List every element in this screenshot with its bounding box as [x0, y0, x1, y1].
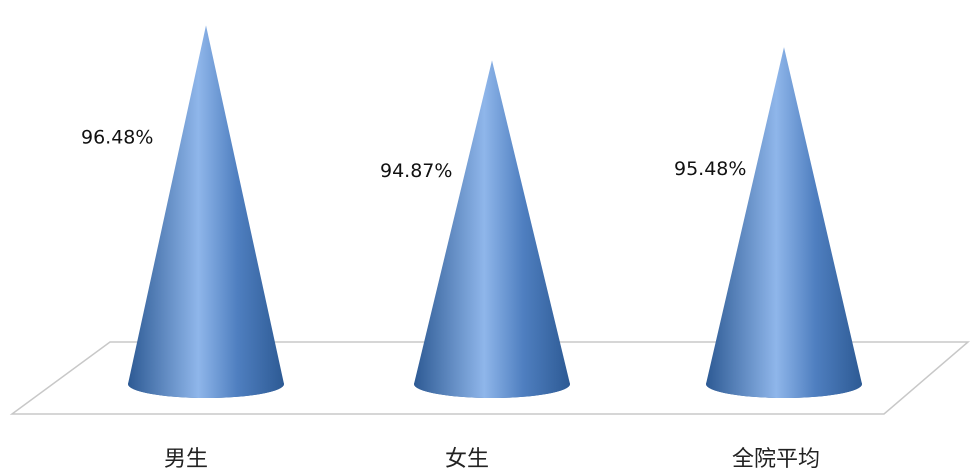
category-label-overall-average: 全院平均	[732, 447, 820, 471]
value-labels-layer: 96.48% 94.87% 95.48%	[81, 127, 746, 182]
value-label-female: 94.87%	[380, 160, 452, 182]
cones-layer	[128, 25, 862, 399]
cone-body	[706, 47, 862, 399]
category-labels-layer: 男生 女生 全院平均	[164, 447, 820, 471]
cone-male	[128, 25, 284, 398]
cone-body	[414, 60, 570, 398]
chart-floor	[9, 341, 971, 415]
value-label-male: 96.48%	[81, 127, 153, 149]
cone-overall-average	[706, 47, 862, 399]
cone-body	[128, 25, 284, 398]
category-label-male: 男生	[164, 447, 208, 471]
value-label-overall-average: 95.48%	[674, 158, 746, 180]
category-label-female: 女生	[445, 447, 489, 471]
cone-female	[414, 60, 570, 398]
